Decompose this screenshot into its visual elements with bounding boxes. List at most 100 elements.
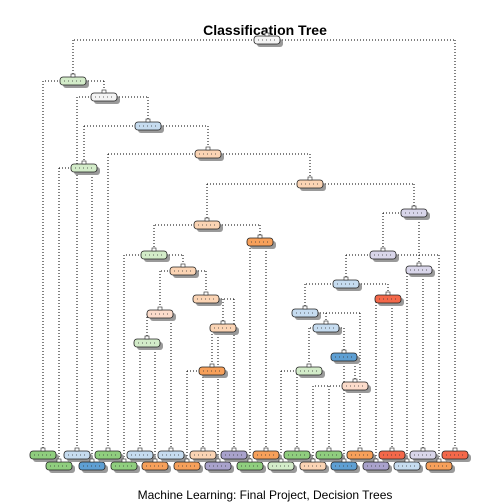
tree-leaf-node xyxy=(409,447,439,462)
tree-leaf-node xyxy=(236,458,266,473)
tree-leaf-node xyxy=(346,447,376,462)
tree-leaf-node xyxy=(157,447,187,462)
node-tab xyxy=(416,262,422,267)
tree-split-node xyxy=(291,305,321,320)
node-tab xyxy=(231,447,237,452)
tree-split-node xyxy=(198,363,228,378)
tree-leaf-node xyxy=(441,447,471,462)
node-tab xyxy=(357,447,363,452)
node-tab xyxy=(452,447,458,452)
tree-leaf-node xyxy=(189,447,219,462)
node-tab xyxy=(436,458,442,463)
node-tab xyxy=(278,458,284,463)
node-tab xyxy=(404,458,410,463)
tree-split-node xyxy=(369,247,399,262)
tree-leaf-node xyxy=(315,447,345,462)
tree-split-node xyxy=(209,320,239,335)
node-tab xyxy=(341,458,347,463)
tree-split-node xyxy=(341,378,371,393)
tree-leaf-node xyxy=(29,447,59,462)
node-tab xyxy=(343,276,349,281)
node-tab xyxy=(306,363,312,368)
node-tab xyxy=(209,363,215,368)
node-tab xyxy=(263,447,269,452)
node-tab xyxy=(420,447,426,452)
node-tab xyxy=(411,205,417,210)
tree-split-node xyxy=(296,176,326,191)
tree-leaf-node xyxy=(110,458,140,473)
tree-split-node xyxy=(146,306,176,321)
node-tab xyxy=(184,458,190,463)
tree-leaf-node xyxy=(126,447,156,462)
node-tab xyxy=(264,32,270,37)
tree-nodes xyxy=(29,32,471,473)
node-tab xyxy=(121,458,127,463)
tree-split-node xyxy=(169,263,199,278)
tree-split-node xyxy=(312,320,342,335)
node-tab xyxy=(204,217,210,222)
tree-leaf-node xyxy=(267,458,297,473)
node-tab xyxy=(105,447,111,452)
tree-split-node xyxy=(374,291,404,306)
node-tab xyxy=(323,320,329,325)
tree-leaf-node xyxy=(94,447,124,462)
tree-leaf-node xyxy=(63,447,93,462)
tree-split-node xyxy=(70,160,100,175)
node-tab xyxy=(151,247,157,252)
tree-split-node xyxy=(295,363,325,378)
node-tab xyxy=(205,146,211,151)
node-tab xyxy=(310,458,316,463)
node-tab xyxy=(385,291,391,296)
chart-title: Classification Tree xyxy=(203,22,327,38)
tree-split-node xyxy=(192,291,222,306)
node-tab xyxy=(144,335,150,340)
tree-leaf-node xyxy=(330,458,360,473)
node-tab xyxy=(341,349,347,354)
tree-leaf-node xyxy=(425,458,455,473)
figure-caption: Machine Learning: Final Project, Decisio… xyxy=(137,488,393,502)
tree-leaf-node xyxy=(252,447,282,462)
node-tab xyxy=(220,320,226,325)
tree-split-node xyxy=(133,335,163,350)
node-tab xyxy=(326,447,332,452)
tree-leaf-node xyxy=(173,458,203,473)
node-tab xyxy=(70,73,76,78)
tree-leaf-node xyxy=(393,458,423,473)
node-tab xyxy=(40,447,46,452)
tree-split-node xyxy=(253,32,283,47)
node-tab xyxy=(157,306,163,311)
tree-split-node xyxy=(59,73,89,88)
tree-split-node xyxy=(332,276,362,291)
node-tab xyxy=(89,458,95,463)
tree-split-node xyxy=(330,349,360,364)
tree-split-node xyxy=(140,247,170,262)
node-tab xyxy=(247,458,253,463)
node-tab xyxy=(74,447,80,452)
node-tab xyxy=(152,458,158,463)
node-tab xyxy=(257,234,263,239)
node-tab xyxy=(389,447,395,452)
tree-split-node xyxy=(405,262,435,277)
tree-leaf-node xyxy=(378,447,408,462)
tree-leaf-node xyxy=(362,458,392,473)
tree-leaf-node xyxy=(204,458,234,473)
tree-split-node xyxy=(400,205,430,220)
tree-leaf-node xyxy=(78,458,108,473)
tree-leaf-node xyxy=(299,458,329,473)
tree-leaf-node xyxy=(45,458,75,473)
node-tab xyxy=(380,247,386,252)
node-tab xyxy=(81,160,87,165)
node-tab xyxy=(137,447,143,452)
node-tab xyxy=(180,263,186,268)
node-tab xyxy=(352,378,358,383)
tree-split-node xyxy=(246,234,276,249)
node-tab xyxy=(373,458,379,463)
node-tab xyxy=(56,458,62,463)
tree-split-node xyxy=(194,146,224,161)
tree-split-node xyxy=(193,217,223,232)
node-tab xyxy=(294,447,300,452)
tree-leaf-node xyxy=(141,458,171,473)
tree-split-node xyxy=(134,118,164,133)
node-tab xyxy=(168,447,174,452)
